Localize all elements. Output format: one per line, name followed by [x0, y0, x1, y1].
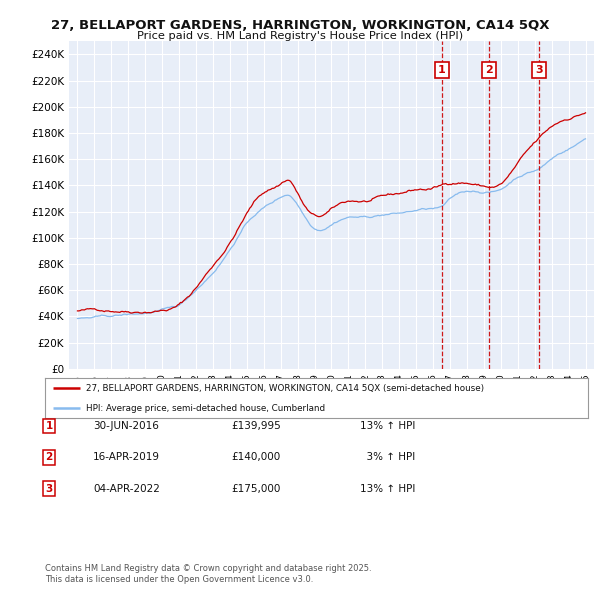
Text: Price paid vs. HM Land Registry's House Price Index (HPI): Price paid vs. HM Land Registry's House … [137, 31, 463, 41]
Text: Contains HM Land Registry data © Crown copyright and database right 2025.: Contains HM Land Registry data © Crown c… [45, 565, 371, 573]
Text: 27, BELLAPORT GARDENS, HARRINGTON, WORKINGTON, CA14 5QX: 27, BELLAPORT GARDENS, HARRINGTON, WORKI… [51, 19, 549, 32]
Text: 1: 1 [46, 421, 53, 431]
Text: 04-APR-2022: 04-APR-2022 [93, 484, 160, 493]
Text: 27, BELLAPORT GARDENS, HARRINGTON, WORKINGTON, CA14 5QX (semi-detached house): 27, BELLAPORT GARDENS, HARRINGTON, WORKI… [86, 384, 484, 393]
Text: £175,000: £175,000 [231, 484, 280, 493]
Text: 16-APR-2019: 16-APR-2019 [93, 453, 160, 462]
Text: 3: 3 [46, 484, 53, 493]
Text: 30-JUN-2016: 30-JUN-2016 [93, 421, 159, 431]
Text: 13% ↑ HPI: 13% ↑ HPI [360, 484, 415, 493]
Text: 3% ↑ HPI: 3% ↑ HPI [360, 453, 415, 462]
Text: 3: 3 [535, 65, 543, 75]
Text: HPI: Average price, semi-detached house, Cumberland: HPI: Average price, semi-detached house,… [86, 404, 325, 413]
Text: 2: 2 [485, 65, 493, 75]
Text: £139,995: £139,995 [231, 421, 281, 431]
Text: 1: 1 [438, 65, 445, 75]
Text: 2: 2 [46, 453, 53, 462]
Text: 13% ↑ HPI: 13% ↑ HPI [360, 421, 415, 431]
Text: £140,000: £140,000 [231, 453, 280, 462]
Text: This data is licensed under the Open Government Licence v3.0.: This data is licensed under the Open Gov… [45, 575, 313, 584]
